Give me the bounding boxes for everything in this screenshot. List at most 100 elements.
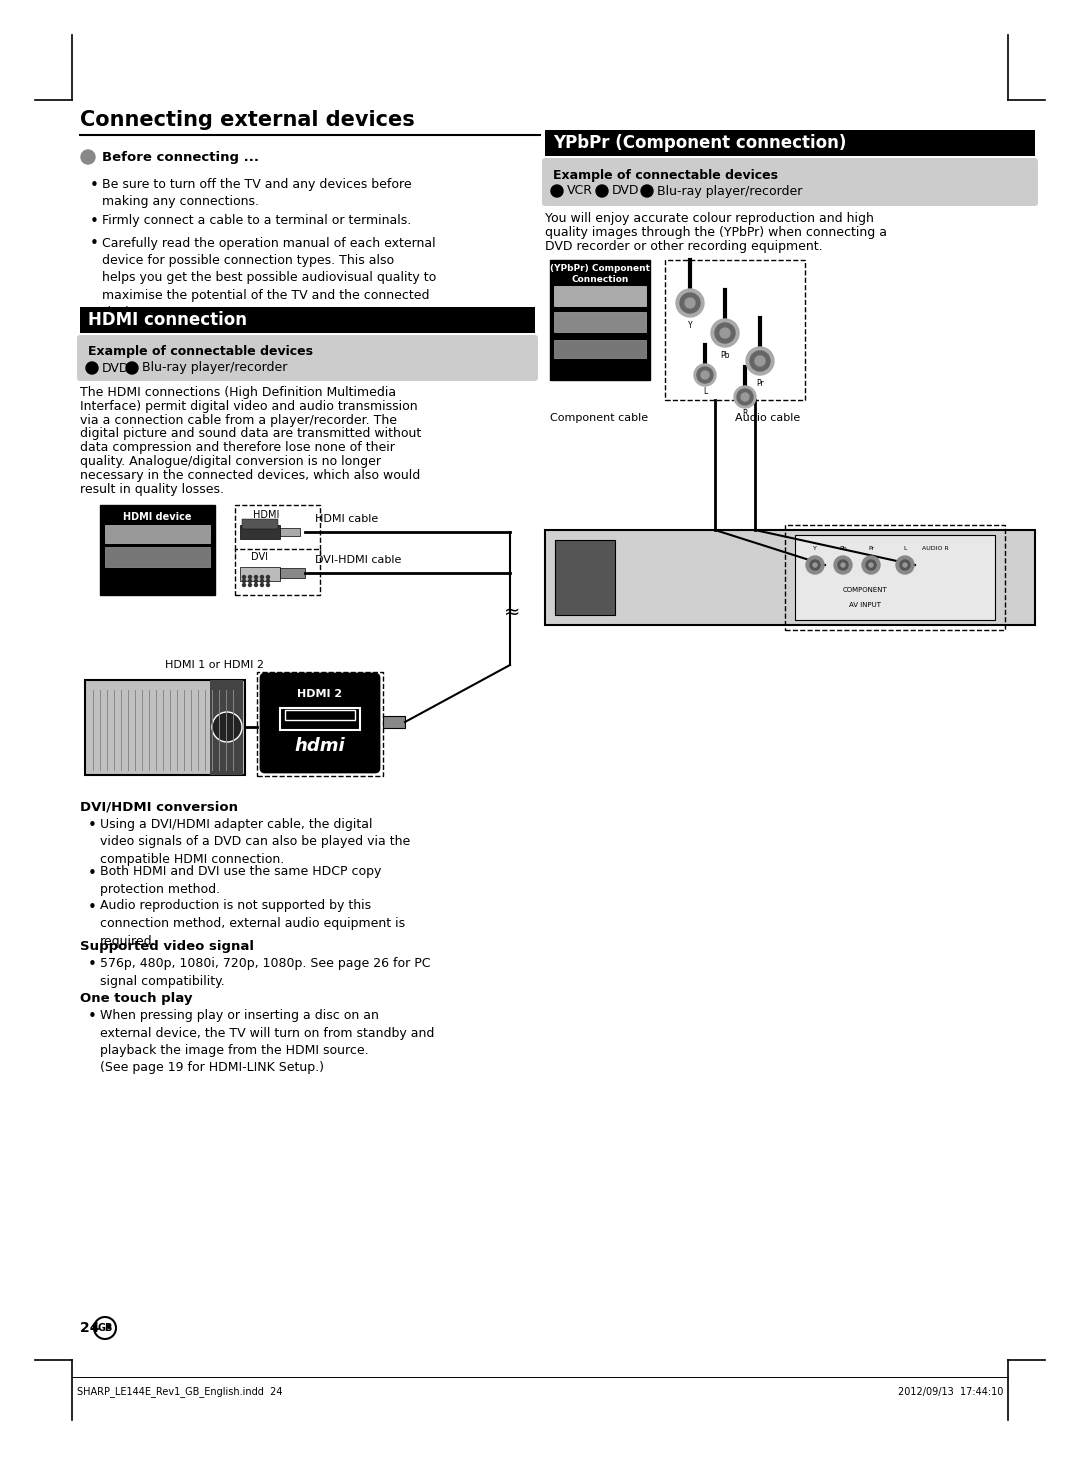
Text: •: •: [90, 179, 99, 193]
Circle shape: [243, 584, 245, 587]
Text: Connecting external devices: Connecting external devices: [80, 110, 415, 130]
Circle shape: [260, 575, 264, 578]
Bar: [210, 679, 243, 774]
Text: ≈: ≈: [504, 603, 521, 622]
Bar: [280, 529, 300, 536]
Circle shape: [862, 556, 880, 574]
Circle shape: [685, 299, 696, 307]
Text: •: •: [90, 237, 99, 252]
Text: VCR: VCR: [567, 184, 593, 198]
Circle shape: [243, 580, 245, 583]
Text: Pr: Pr: [868, 546, 874, 550]
Text: DVI-HDMI cable: DVI-HDMI cable: [315, 555, 402, 565]
Circle shape: [255, 580, 257, 583]
Text: Before connecting ...: Before connecting ...: [102, 151, 259, 164]
Text: Audio reproduction is not supported by this
connection method, external audio eq: Audio reproduction is not supported by t…: [100, 899, 405, 947]
Bar: [545, 130, 1035, 157]
Circle shape: [715, 324, 735, 343]
Circle shape: [838, 561, 848, 569]
Text: •: •: [87, 818, 97, 833]
Bar: [665, 261, 805, 400]
Bar: [105, 526, 210, 543]
Text: DVD recorder or other recording equipment.: DVD recorder or other recording equipmen…: [545, 240, 823, 253]
Text: quality images through the (YPbPr) when connecting a: quality images through the (YPbPr) when …: [545, 225, 887, 239]
Text: DVI/HDMI conversion: DVI/HDMI conversion: [80, 799, 238, 813]
Text: Pb: Pb: [720, 350, 730, 360]
Text: •: •: [87, 899, 97, 915]
Text: AV INPUT: AV INPUT: [849, 602, 881, 608]
Bar: [85, 679, 245, 774]
Bar: [550, 261, 650, 381]
Text: hdmi: hdmi: [295, 736, 346, 755]
Text: Blu-ray player/recorder: Blu-ray player/recorder: [657, 184, 802, 198]
Text: HDMI: HDMI: [253, 509, 280, 520]
Text: Example of connectable devices: Example of connectable devices: [87, 346, 313, 359]
Text: GB: GB: [97, 1323, 112, 1334]
Text: The HDMI connections (High Definition Multimedia: The HDMI connections (High Definition Mu…: [80, 386, 396, 400]
Circle shape: [86, 362, 98, 373]
Text: Interface) permit digital video and audio transmission: Interface) permit digital video and audi…: [80, 400, 418, 413]
Bar: [554, 340, 646, 359]
Circle shape: [903, 564, 907, 567]
Circle shape: [694, 365, 716, 386]
Text: HDMI 1 or HDMI 2: HDMI 1 or HDMI 2: [165, 660, 264, 671]
Text: •: •: [87, 957, 97, 972]
Bar: [240, 567, 280, 581]
Bar: [554, 312, 646, 332]
Text: Be sure to turn off the TV and any devices before
making any connections.: Be sure to turn off the TV and any devic…: [102, 179, 411, 208]
Circle shape: [267, 580, 270, 583]
Bar: [242, 520, 278, 529]
Circle shape: [750, 351, 770, 370]
Bar: [235, 549, 320, 594]
Circle shape: [810, 561, 820, 569]
Text: HDMI connection: HDMI connection: [87, 310, 247, 329]
Bar: [555, 540, 615, 615]
Text: SHARP_LE144E_Rev1_GB_English.indd  24: SHARP_LE144E_Rev1_GB_English.indd 24: [77, 1386, 283, 1398]
Text: Carefully read the operation manual of each external
device for possible connect: Carefully read the operation manual of e…: [102, 237, 436, 319]
Circle shape: [248, 580, 252, 583]
Text: DVD: DVD: [612, 184, 639, 198]
Text: One touch play: One touch play: [80, 993, 192, 1004]
Circle shape: [701, 370, 708, 379]
Circle shape: [81, 149, 95, 164]
Text: 2012/09/13  17:44:10: 2012/09/13 17:44:10: [897, 1386, 1003, 1397]
Circle shape: [737, 389, 753, 406]
Text: via a connection cable from a player/recorder. The: via a connection cable from a player/rec…: [80, 414, 397, 426]
Circle shape: [267, 575, 270, 578]
Circle shape: [896, 556, 914, 574]
Bar: [240, 526, 280, 539]
Text: You will enjoy accurate colour reproduction and high: You will enjoy accurate colour reproduct…: [545, 212, 874, 225]
Text: Both HDMI and DVI use the same HDCP copy
protection method.: Both HDMI and DVI use the same HDCP copy…: [100, 865, 381, 896]
FancyBboxPatch shape: [77, 335, 538, 381]
Text: COMPONENT: COMPONENT: [842, 587, 888, 593]
Text: 576p, 480p, 1080i, 720p, 1080p. See page 26 for PC
signal compatibility.: 576p, 480p, 1080i, 720p, 1080p. See page…: [100, 957, 431, 988]
Circle shape: [869, 564, 873, 567]
Bar: [554, 285, 646, 306]
Bar: [80, 307, 535, 332]
Circle shape: [248, 584, 252, 587]
Bar: [100, 505, 215, 594]
Text: Pr: Pr: [756, 379, 764, 388]
Text: •: •: [87, 865, 97, 880]
Circle shape: [697, 367, 713, 384]
Text: data compression and therefore lose none of their: data compression and therefore lose none…: [80, 441, 395, 454]
Bar: [785, 526, 1005, 630]
Bar: [545, 530, 1035, 625]
Bar: [280, 709, 360, 731]
Circle shape: [741, 392, 750, 401]
Text: Pb: Pb: [839, 546, 847, 550]
Text: •: •: [87, 1009, 97, 1023]
Text: •: •: [90, 214, 99, 228]
Bar: [257, 672, 383, 776]
Bar: [235, 505, 320, 553]
Text: Blu-ray player/recorder: Blu-ray player/recorder: [141, 362, 287, 375]
Text: R: R: [742, 408, 747, 417]
Circle shape: [676, 288, 704, 318]
Text: DVD: DVD: [102, 362, 130, 375]
Circle shape: [255, 575, 257, 578]
Text: L: L: [703, 386, 707, 395]
Text: quality. Analogue/digital conversion is no longer: quality. Analogue/digital conversion is …: [80, 455, 381, 468]
Text: result in quality losses.: result in quality losses.: [80, 483, 224, 496]
Circle shape: [126, 362, 138, 373]
Text: L: L: [903, 546, 907, 550]
